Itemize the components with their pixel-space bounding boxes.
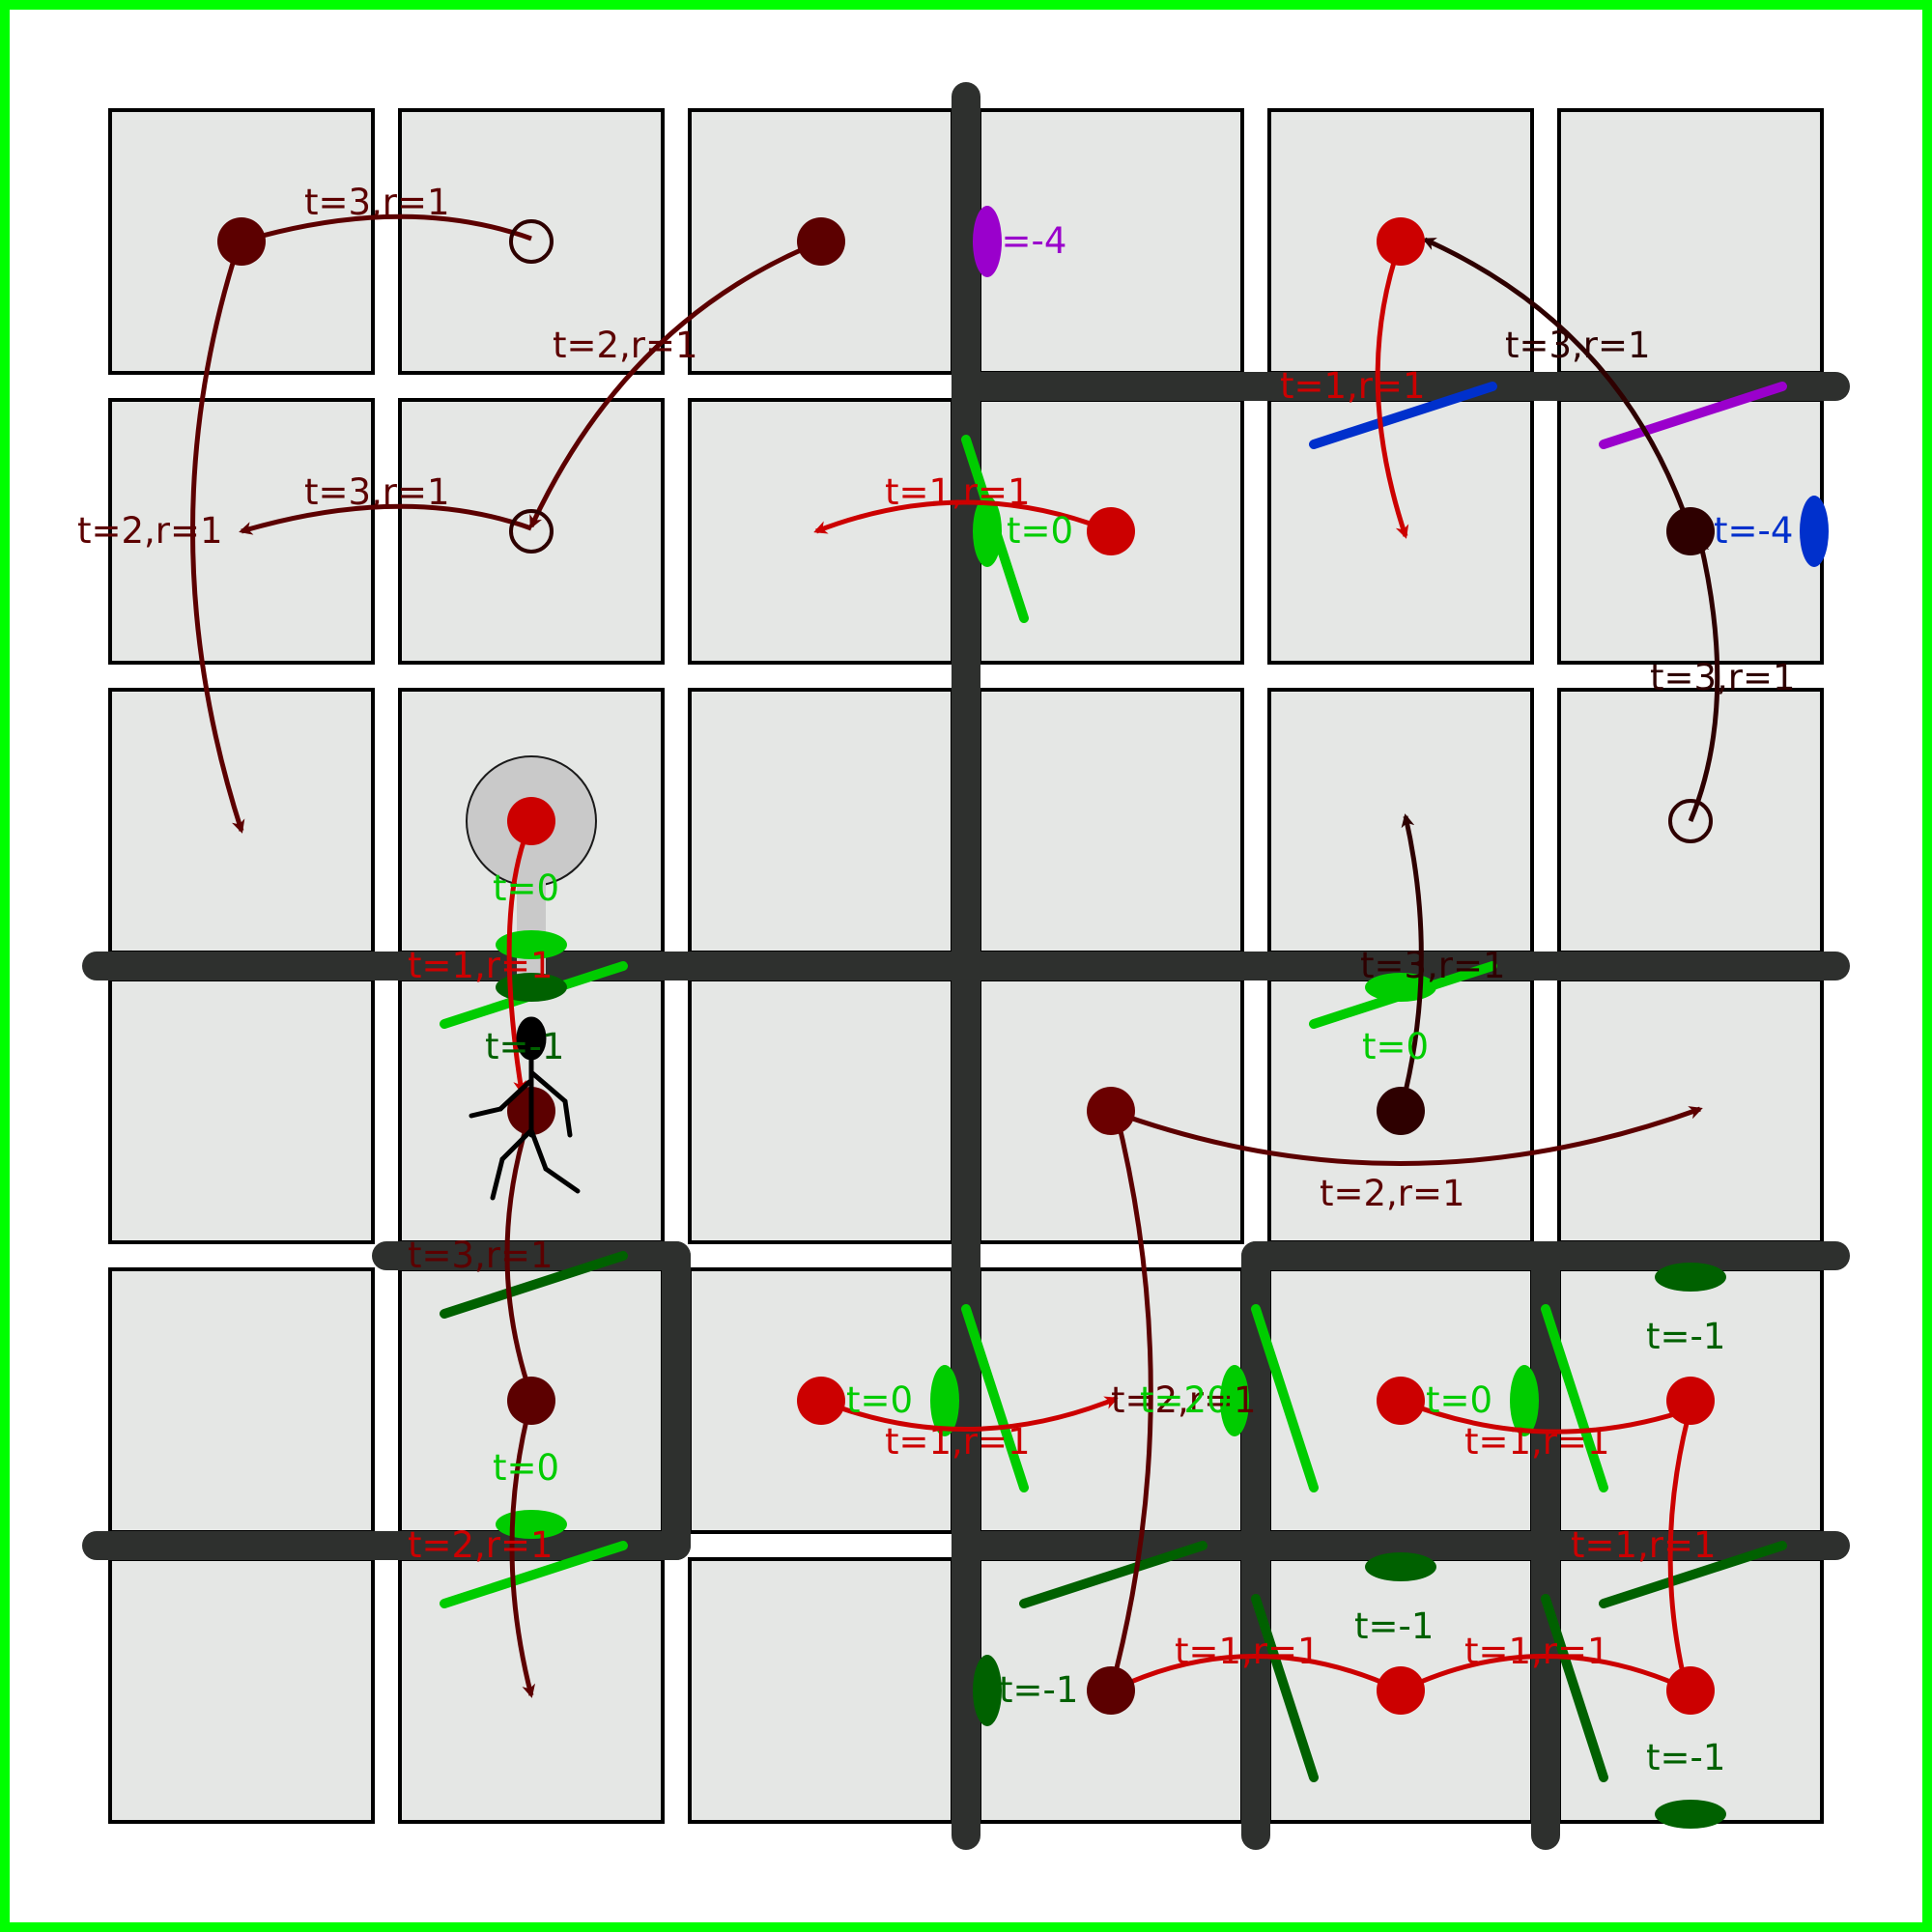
label-t1r1: t=1,r=1 bbox=[885, 1421, 1031, 1463]
switch-darkgreen-3 bbox=[1365, 1552, 1436, 1581]
switch-darkgreen-2 bbox=[1655, 1263, 1726, 1292]
label-t3r1: t=3,r=1 bbox=[1650, 657, 1796, 698]
label-t3r1: t=3,r=1 bbox=[1360, 945, 1506, 986]
tile-r3-c0 bbox=[110, 980, 373, 1242]
label-t0: t=0 bbox=[846, 1379, 913, 1421]
label-t2r1: t=2,r=1 bbox=[77, 510, 223, 552]
label-t0: t=0 bbox=[1426, 1379, 1492, 1421]
dot-red bbox=[1377, 217, 1425, 266]
switch-blue bbox=[1800, 496, 1829, 567]
label-t1r1: t=1,r=1 bbox=[408, 945, 554, 986]
dot-red-player-start bbox=[507, 797, 555, 845]
dot-red bbox=[1377, 1666, 1425, 1715]
label-t1r1: t=1,r=1 bbox=[1571, 1524, 1717, 1566]
dot-very-dark bbox=[1666, 507, 1715, 555]
tile-r3-c2 bbox=[690, 980, 952, 1242]
label-tm1: t=-1 bbox=[1354, 1605, 1434, 1647]
tile-r2-c2 bbox=[690, 690, 952, 952]
dot-dark bbox=[217, 217, 266, 266]
tile-r5-c0 bbox=[110, 1559, 373, 1822]
label-t2r1: t=2,r=1 bbox=[553, 325, 698, 366]
label-t0: t=0 bbox=[493, 867, 559, 909]
label-t3r1: t=3,r=1 bbox=[304, 182, 450, 223]
tile-r1-c4 bbox=[1269, 400, 1532, 663]
label-t1r1: t=1,r=1 bbox=[1464, 1631, 1610, 1672]
label-t2r1: t=2,r=1 bbox=[408, 1524, 554, 1566]
label-t3r1: t=3,r=1 bbox=[1505, 325, 1651, 366]
label-t1r1: t=1,r=1 bbox=[1280, 365, 1426, 407]
label-t20: t=20 bbox=[1140, 1379, 1230, 1421]
label-t0: t=0 bbox=[1362, 1026, 1429, 1067]
label-t1r1: t=1,r=1 bbox=[885, 471, 1031, 513]
label-t1r1: t=1,r=1 bbox=[1175, 1631, 1321, 1672]
switch-darkgreen-4 bbox=[973, 1655, 1002, 1726]
dot-dark bbox=[507, 1377, 555, 1425]
label-tm1: t=-1 bbox=[999, 1669, 1078, 1711]
label-tm4: t=-4 bbox=[987, 220, 1066, 262]
label-tm1: t=-1 bbox=[1646, 1737, 1725, 1778]
dot-red bbox=[1377, 1377, 1425, 1425]
label-tm1: t=-1 bbox=[485, 1026, 564, 1067]
label-tm1: t=-1 bbox=[1646, 1316, 1725, 1357]
dot-red bbox=[1666, 1377, 1715, 1425]
dot-red bbox=[1666, 1666, 1715, 1715]
tile-r2-c3 bbox=[980, 690, 1242, 952]
dot-red bbox=[797, 1377, 845, 1425]
label-t3r1: t=3,r=1 bbox=[304, 471, 450, 513]
label-t0: t=0 bbox=[493, 1447, 559, 1489]
label-t0: t=0 bbox=[1007, 510, 1073, 552]
dot-dark bbox=[797, 217, 845, 266]
tile-r5-c2 bbox=[690, 1559, 952, 1822]
switch-darkgreen-5 bbox=[1655, 1800, 1726, 1829]
tile-r1-c1 bbox=[400, 400, 663, 663]
dot-maroon bbox=[1087, 1087, 1135, 1135]
label-t3r1: t=3,r=1 bbox=[408, 1235, 554, 1276]
tile-r4-c0 bbox=[110, 1269, 373, 1532]
label-tm4: t=-4 bbox=[1714, 510, 1793, 552]
tile-r2-c4 bbox=[1269, 690, 1532, 952]
dot-dark bbox=[1087, 1666, 1135, 1715]
dot-very-dark bbox=[1377, 1087, 1425, 1135]
label-t2r1: t=2,r=1 bbox=[1320, 1173, 1465, 1214]
tile-r2-c0 bbox=[110, 690, 373, 952]
label-t1r1: t=1,r=1 bbox=[1464, 1421, 1610, 1463]
dot-red bbox=[1087, 507, 1135, 555]
